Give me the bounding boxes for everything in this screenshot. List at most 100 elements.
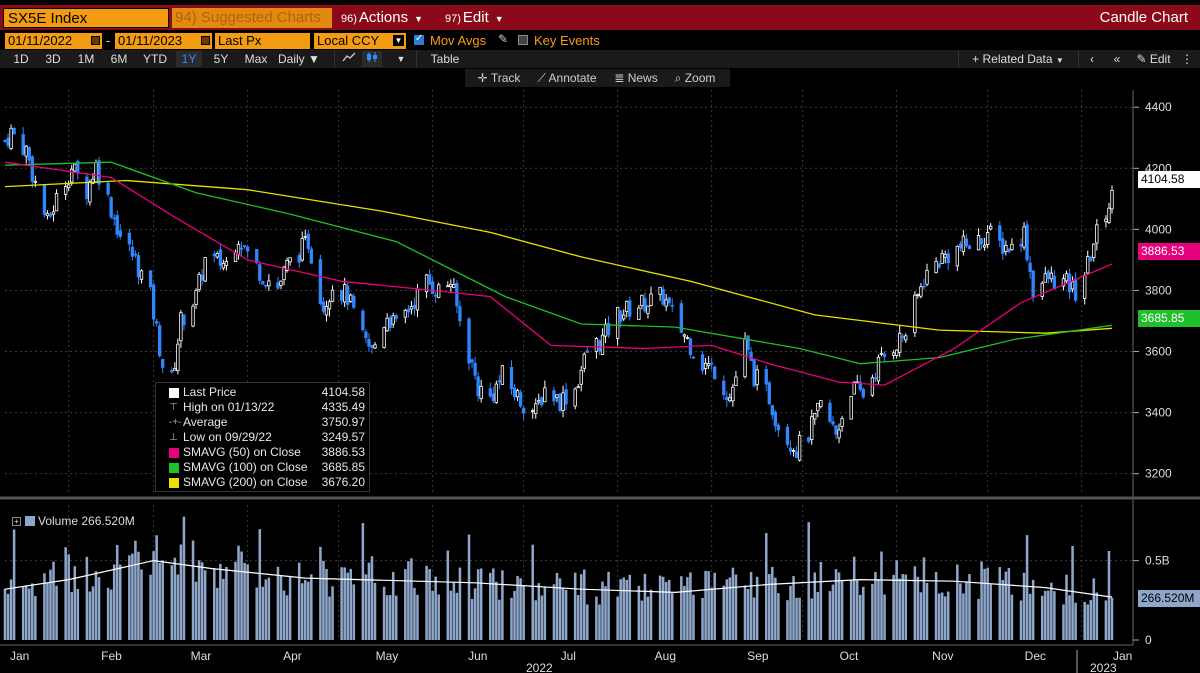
candle-body bbox=[682, 334, 687, 337]
range-6m[interactable]: 6M bbox=[110, 52, 128, 66]
candle-body bbox=[54, 193, 59, 212]
candle-body bbox=[643, 298, 647, 312]
volume-bar bbox=[476, 569, 480, 640]
candle-body bbox=[1073, 278, 1078, 301]
volume-bar bbox=[288, 575, 292, 640]
candle-body bbox=[946, 253, 950, 264]
candle-body bbox=[452, 284, 456, 288]
candle-body bbox=[476, 376, 480, 397]
key-events-checkbox[interactable] bbox=[518, 35, 528, 45]
volume-bar bbox=[6, 593, 10, 640]
annotate-tool[interactable]: ⟋ Annotate bbox=[531, 70, 603, 86]
suggested-charts-button[interactable]: 94) Suggested Charts bbox=[172, 8, 332, 28]
range-1m[interactable]: 1M bbox=[77, 52, 95, 66]
candle-body bbox=[819, 400, 823, 408]
collapse-left-icon[interactable]: « bbox=[1113, 52, 1121, 66]
candle-body bbox=[191, 305, 195, 327]
candle-body bbox=[449, 283, 453, 287]
volume-bar bbox=[586, 604, 589, 640]
x-tick-label: Jun bbox=[468, 649, 487, 663]
pencil-icon[interactable]: ✎ bbox=[498, 32, 509, 46]
line-chart-icon[interactable] bbox=[339, 51, 359, 67]
mov-avgs-label[interactable]: Mov Avgs bbox=[430, 33, 487, 48]
range-1y[interactable]: 1Y bbox=[176, 51, 202, 67]
mov-avgs-checkbox[interactable] bbox=[414, 33, 424, 45]
volume-bar bbox=[234, 561, 237, 640]
key-events-label[interactable]: Key Events bbox=[534, 33, 600, 48]
edit-button[interactable]: ✎ Edit bbox=[1131, 51, 1176, 67]
candle-chart-icon[interactable] bbox=[362, 51, 382, 67]
volume-bar bbox=[728, 577, 732, 640]
volume-bar bbox=[70, 591, 73, 640]
volume-bar bbox=[128, 555, 131, 640]
volume-bar bbox=[734, 574, 738, 640]
volume-bar bbox=[667, 579, 671, 640]
volume-bar bbox=[789, 585, 792, 640]
candle-body bbox=[303, 235, 307, 238]
candle-body bbox=[515, 390, 520, 398]
volume-bar bbox=[1107, 550, 1111, 640]
candle-body bbox=[258, 264, 262, 281]
year-label: 2022 bbox=[526, 661, 553, 673]
volume-bar bbox=[916, 576, 920, 640]
toolbar-divider bbox=[416, 50, 417, 68]
candle-body bbox=[346, 285, 350, 305]
frequency-select[interactable]: Daily ▼ bbox=[278, 51, 330, 67]
end-date-field[interactable]: 01/11/2023 bbox=[115, 33, 212, 49]
candle-body bbox=[1064, 273, 1069, 282]
candle-body bbox=[770, 405, 774, 416]
currency-select[interactable]: Local CCY ▼ bbox=[314, 33, 406, 49]
chevron-down-icon[interactable]: ▼ bbox=[396, 54, 406, 64]
candle-body bbox=[1061, 278, 1066, 287]
calendar-icon[interactable] bbox=[91, 36, 100, 45]
candle-body bbox=[85, 176, 89, 200]
volume-bar bbox=[182, 516, 186, 640]
zoom-tool[interactable]: ⌕ Zoom bbox=[667, 70, 723, 86]
range-max[interactable]: Max bbox=[244, 52, 268, 66]
range-3d[interactable]: 3D bbox=[45, 52, 61, 66]
price-field-select[interactable]: Last Px bbox=[215, 33, 310, 49]
toolbar-divider bbox=[334, 50, 335, 68]
candle-body bbox=[606, 323, 611, 336]
range-ytd[interactable]: YTD bbox=[143, 52, 167, 66]
range-5y[interactable]: 5Y bbox=[213, 52, 229, 66]
candle-body bbox=[755, 369, 759, 386]
edit-menu[interactable]: 97) Edit ▼ bbox=[445, 8, 504, 28]
expand-icon[interactable]: + bbox=[12, 517, 21, 526]
actions-menu[interactable]: 96) Actions ▼ bbox=[341, 8, 423, 28]
ticker-input[interactable]: SX5E Index bbox=[3, 8, 169, 28]
volume-bar bbox=[237, 545, 240, 640]
volume-bar bbox=[425, 565, 428, 640]
range-1d[interactable]: 1D bbox=[13, 52, 29, 66]
candle-body bbox=[154, 321, 159, 324]
volume-bar bbox=[388, 595, 392, 640]
candle-body bbox=[943, 254, 947, 258]
volume-bar bbox=[777, 593, 780, 640]
track-tool[interactable]: ✛ Track bbox=[471, 70, 527, 86]
chart-toolbar: 1D 3D 1M 6M YTD 1Y 5Y Max Daily ▼ ▼ Tabl… bbox=[0, 50, 1200, 68]
volume-bar bbox=[892, 574, 895, 640]
volume-bar bbox=[1071, 545, 1074, 640]
candle-body bbox=[282, 266, 286, 281]
table-button[interactable]: Table bbox=[430, 52, 460, 66]
volume-bar bbox=[385, 595, 389, 640]
candle-body bbox=[224, 261, 229, 266]
candle-body bbox=[467, 318, 471, 364]
volume-bar bbox=[240, 551, 243, 640]
candle-body bbox=[646, 305, 650, 314]
calendar-icon[interactable] bbox=[201, 36, 210, 45]
edit-number: 97) bbox=[445, 13, 461, 25]
candle-body bbox=[203, 257, 207, 282]
volume-bar bbox=[813, 572, 817, 640]
more-options-icon[interactable]: ⋮ bbox=[1181, 52, 1193, 66]
volume-bar bbox=[1053, 591, 1056, 640]
scroll-left-icon[interactable]: ‹ bbox=[1090, 52, 1094, 66]
volume-bar bbox=[561, 588, 565, 640]
volume-bar bbox=[243, 563, 246, 640]
related-data-button[interactable]: + Related Data ▼ bbox=[962, 51, 1074, 67]
volume-bar bbox=[431, 590, 434, 640]
candle-body bbox=[582, 353, 586, 369]
start-date-field[interactable]: 01/11/2022 bbox=[5, 33, 102, 49]
news-tool[interactable]: ≣ News bbox=[610, 70, 662, 86]
